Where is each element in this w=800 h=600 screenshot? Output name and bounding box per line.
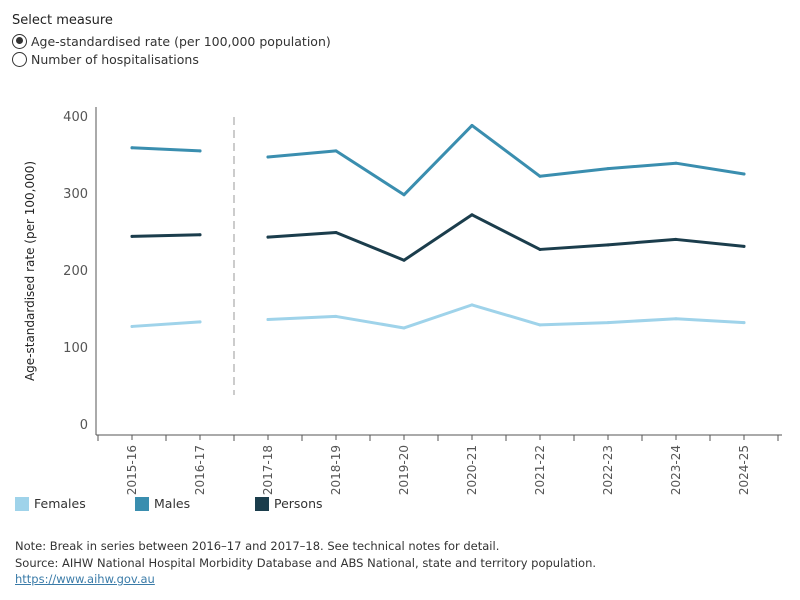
x-tick-label: 2019-20 — [397, 445, 411, 495]
x-tick-label: 2020-21 — [465, 445, 479, 495]
data-point-females — [606, 321, 610, 325]
data-point-males — [606, 167, 610, 171]
data-point-females — [742, 321, 746, 325]
data-point-persons — [198, 233, 202, 237]
data-point-males — [674, 161, 678, 165]
data-point-females — [266, 318, 270, 322]
footer-note: Note: Break in series between 2016–17 an… — [15, 539, 500, 553]
data-point-females — [198, 320, 202, 324]
data-point-persons — [742, 244, 746, 248]
legend-swatch-males — [135, 496, 149, 511]
series-line-females-segment-1 — [130, 320, 202, 328]
footer-source: Source: AIHW National Hospital Morbidity… — [15, 556, 597, 570]
data-point-males — [334, 149, 338, 153]
radio-number-of-hospitalisations[interactable]: Number of hospitalisations — [12, 50, 199, 68]
data-point-persons — [674, 237, 678, 241]
data-point-persons — [130, 234, 134, 238]
x-tick-label: 2021-22 — [533, 445, 547, 495]
x-tick-label: 2022-23 — [601, 445, 615, 495]
data-point-persons — [538, 247, 542, 251]
radio-selected-icon[interactable] — [12, 33, 27, 49]
data-point-males — [130, 146, 134, 150]
data-point-males — [470, 123, 474, 127]
y-tick-label: 200 — [63, 264, 88, 279]
data-point-persons — [402, 258, 406, 262]
x-tick-label: 2018-19 — [329, 445, 343, 495]
data-point-persons — [334, 231, 338, 234]
x-tick-label: 2024-25 — [737, 445, 751, 495]
footer-link[interactable]: https://www.aihw.gov.au — [15, 572, 155, 586]
legend-swatch-females — [15, 496, 29, 511]
x-tick-label: 2015-16 — [125, 445, 139, 495]
y-tick-label: 100 — [63, 341, 88, 356]
x-tick-label: 2017-18 — [261, 445, 275, 495]
x-tick-label: 2023-24 — [669, 445, 683, 495]
legend-label-persons: Persons — [274, 496, 323, 511]
data-point-persons — [470, 213, 474, 217]
legend-swatch-persons — [255, 496, 269, 511]
series-line-males-segment-1 — [130, 146, 202, 153]
data-point-females — [538, 323, 542, 327]
line-chart: 0 100 200 300 400 Age-standardised rate (per … — [23, 107, 782, 495]
legend-item-persons[interactable]: Persons — [255, 496, 323, 511]
legend-item-males[interactable]: Males — [135, 496, 190, 511]
y-tick-label: 0 — [80, 418, 88, 433]
data-point-males — [198, 149, 202, 153]
y-tick-label: 300 — [63, 187, 88, 202]
radio-unselected-icon[interactable] — [12, 51, 27, 67]
legend-label-males: Males — [154, 496, 191, 511]
data-point-females — [674, 317, 678, 321]
radio-label-rate: Age-standardised rate (per 100,000 popul… — [31, 33, 331, 49]
radio-label-number: Number of hospitalisations — [31, 51, 199, 67]
select-measure-label: Select measure — [12, 13, 113, 28]
series-line-females-segment-2 — [266, 303, 746, 330]
data-point-males — [538, 174, 542, 178]
x-tick-label: 2016-17 — [193, 445, 207, 495]
data-point-females — [130, 324, 134, 328]
y-tick-label: 400 — [63, 110, 88, 125]
data-point-females — [402, 326, 406, 330]
data-point-males — [742, 172, 746, 176]
radio-age-standardised-rate[interactable]: Age-standardised rate (per 100,000 popul… — [12, 32, 331, 50]
data-point-females — [470, 303, 474, 307]
series-line-persons-segment-1 — [130, 233, 202, 238]
data-point-males — [266, 155, 270, 159]
series-line-males-segment-2 — [266, 123, 746, 197]
data-point-males — [402, 193, 406, 197]
data-point-persons — [606, 243, 610, 247]
legend-item-females[interactable]: Females — [15, 496, 86, 511]
legend-label-females: Females — [34, 496, 86, 511]
y-axis-title: Age-standardised rate (per 100,000) — [23, 161, 37, 381]
data-point-persons — [266, 235, 270, 239]
series-line-persons-segment-2 — [266, 213, 746, 262]
data-point-females — [334, 314, 338, 318]
